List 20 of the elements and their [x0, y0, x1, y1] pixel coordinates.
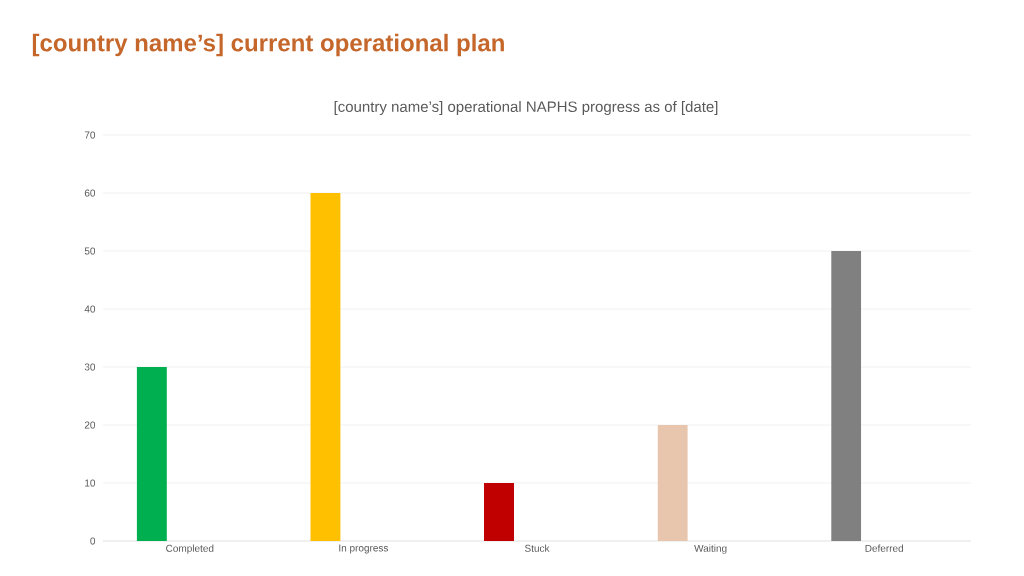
y-tick-label: 70	[84, 131, 96, 139]
x-tick-label: Completed	[166, 544, 214, 554]
bar	[310, 193, 341, 541]
bar	[831, 251, 862, 541]
chart-subtitle: [country name’s] operational NAPHS progress as of [date]	[334, 101, 718, 115]
x-tick-label: In progress	[339, 544, 389, 554]
bar	[136, 367, 167, 541]
y-tick-label: 10	[85, 479, 96, 487]
y-tick-label: 0	[90, 537, 96, 545]
x-tick-label: Waiting	[694, 544, 727, 554]
y-tick-label: 40	[84, 305, 96, 313]
y-tick-label: 60	[84, 189, 96, 197]
bar	[657, 425, 688, 541]
x-tick-label: Deferred	[865, 544, 904, 552]
chart-title: [country name’s] current operational plan	[32, 33, 504, 57]
bar	[484, 483, 514, 541]
y-tick-label: 50	[84, 247, 96, 255]
y-tick-label: 20	[84, 421, 96, 429]
x-tick-label: Stuck	[524, 544, 550, 552]
y-tick-label: 30	[84, 363, 96, 371]
